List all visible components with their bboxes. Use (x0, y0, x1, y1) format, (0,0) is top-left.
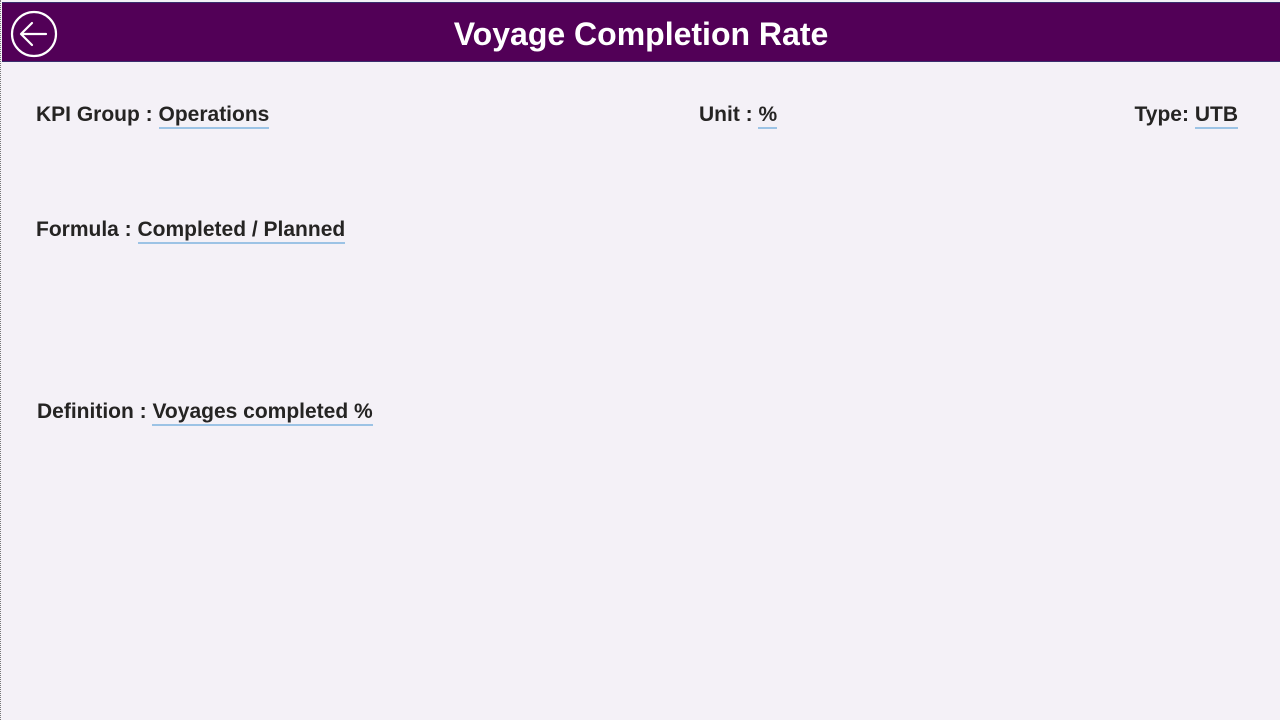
formula-field: Formula : Completed / Planned (36, 218, 346, 244)
left-border (0, 0, 3, 720)
back-arrow-circle-icon (10, 10, 58, 58)
kpi-group-value: Operations (158, 103, 270, 129)
type-value: UTB (1194, 103, 1238, 129)
formula-label: Formula : (36, 218, 138, 241)
definition-label: Definition : (37, 400, 153, 423)
definition-value: Voyages completed % (152, 400, 373, 426)
kpi-group-field: KPI Group : Operations (36, 103, 270, 129)
unit-value: % (758, 103, 778, 129)
kpi-group-label: KPI Group : (36, 103, 159, 126)
page-title: Voyage Completion Rate (453, 16, 829, 52)
type-field: Type: UTB (1134, 103, 1238, 129)
formula-value: Completed / Planned (137, 218, 346, 244)
type-label: Type: (1134, 103, 1195, 126)
unit-field: Unit : % (699, 103, 778, 129)
definition-field: Definition : Voyages completed % (37, 400, 373, 426)
unit-label: Unit : (699, 103, 759, 126)
header-bar: Voyage Completion Rate (2, 2, 1280, 62)
back-button[interactable] (10, 10, 58, 58)
